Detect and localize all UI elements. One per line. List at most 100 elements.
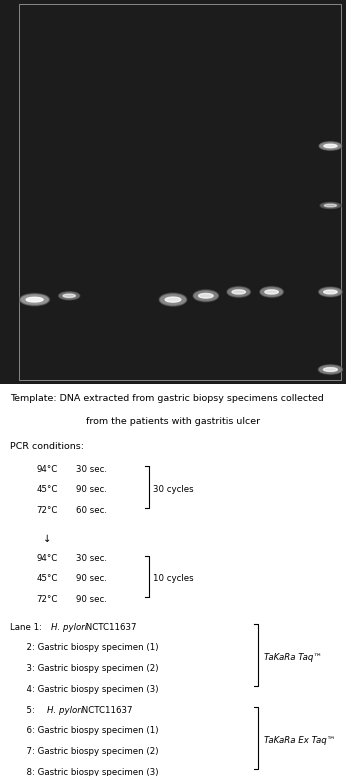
Ellipse shape (160, 293, 186, 306)
Ellipse shape (159, 293, 187, 307)
Ellipse shape (318, 365, 343, 375)
Ellipse shape (320, 202, 341, 209)
Ellipse shape (193, 290, 219, 302)
Ellipse shape (319, 365, 342, 374)
Ellipse shape (227, 287, 250, 296)
Ellipse shape (232, 289, 245, 294)
Ellipse shape (319, 142, 342, 151)
Ellipse shape (58, 291, 80, 300)
Ellipse shape (59, 292, 80, 300)
Ellipse shape (20, 294, 49, 305)
Text: 4: Gastric biospy specimen (3): 4: Gastric biospy specimen (3) (10, 685, 159, 694)
Text: 72°C: 72°C (36, 595, 58, 604)
Ellipse shape (227, 286, 251, 297)
Ellipse shape (320, 142, 341, 150)
Text: 30 cycles: 30 cycles (153, 485, 193, 494)
Ellipse shape (261, 288, 282, 296)
Ellipse shape (60, 293, 79, 299)
Ellipse shape (319, 365, 342, 373)
Text: 5:: 5: (10, 705, 38, 715)
Ellipse shape (228, 288, 249, 296)
Text: Template: DNA extracted from gastric biopsy specimens collected: Template: DNA extracted from gastric bio… (10, 394, 324, 403)
Ellipse shape (59, 293, 79, 300)
Ellipse shape (321, 203, 340, 208)
Ellipse shape (226, 286, 251, 298)
Ellipse shape (228, 288, 249, 296)
Text: 94°C: 94°C (36, 553, 57, 563)
Ellipse shape (20, 293, 49, 306)
Ellipse shape (318, 287, 343, 297)
Text: 30 sec.: 30 sec. (76, 465, 107, 473)
Ellipse shape (60, 293, 79, 299)
Text: PCR conditions:: PCR conditions: (10, 442, 84, 451)
Ellipse shape (58, 292, 80, 300)
Ellipse shape (160, 294, 186, 306)
Ellipse shape (319, 141, 342, 151)
Ellipse shape (20, 293, 49, 306)
Ellipse shape (319, 365, 342, 374)
Ellipse shape (320, 203, 340, 209)
Ellipse shape (194, 290, 218, 301)
Ellipse shape (260, 286, 284, 298)
Text: 90 sec.: 90 sec. (76, 485, 107, 494)
Text: TaKaRa Taq™: TaKaRa Taq™ (264, 653, 322, 663)
Ellipse shape (318, 287, 343, 297)
Ellipse shape (193, 290, 218, 301)
Ellipse shape (194, 291, 218, 301)
Ellipse shape (19, 293, 50, 307)
Ellipse shape (260, 286, 284, 298)
Ellipse shape (320, 142, 341, 150)
Text: 94°C: 94°C (36, 465, 57, 473)
Ellipse shape (319, 142, 342, 150)
Ellipse shape (159, 293, 187, 306)
Ellipse shape (19, 293, 50, 306)
Ellipse shape (227, 287, 250, 297)
Ellipse shape (227, 286, 251, 298)
Text: 7: Gastric biospy specimen (2): 7: Gastric biospy specimen (2) (10, 747, 159, 756)
Ellipse shape (319, 141, 342, 151)
Ellipse shape (319, 287, 342, 296)
Ellipse shape (260, 287, 283, 297)
Ellipse shape (228, 287, 250, 296)
Ellipse shape (21, 295, 48, 305)
Ellipse shape (324, 204, 337, 207)
Text: 30 sec.: 30 sec. (76, 553, 107, 563)
Ellipse shape (320, 289, 341, 296)
Ellipse shape (318, 364, 343, 375)
Ellipse shape (199, 293, 213, 298)
Ellipse shape (228, 288, 250, 296)
Ellipse shape (161, 295, 185, 304)
Ellipse shape (260, 287, 283, 296)
Ellipse shape (319, 288, 342, 296)
Ellipse shape (319, 287, 342, 296)
Ellipse shape (320, 143, 340, 149)
Ellipse shape (165, 297, 181, 302)
Ellipse shape (193, 289, 219, 303)
Ellipse shape (320, 366, 341, 373)
Ellipse shape (58, 292, 80, 300)
Ellipse shape (318, 365, 343, 374)
Ellipse shape (320, 143, 341, 149)
Ellipse shape (319, 202, 342, 209)
Ellipse shape (21, 295, 48, 304)
Text: from the patients with gastritis ulcer: from the patients with gastritis ulcer (86, 417, 260, 425)
Ellipse shape (20, 294, 49, 305)
Text: 90 sec.: 90 sec. (76, 595, 107, 604)
Text: 45°C: 45°C (36, 574, 58, 584)
Ellipse shape (193, 289, 219, 302)
Text: 90 sec.: 90 sec. (76, 574, 107, 584)
Ellipse shape (261, 288, 282, 296)
Text: 6: Gastric biospy specimen (1): 6: Gastric biospy specimen (1) (10, 726, 159, 735)
Ellipse shape (21, 295, 48, 304)
Ellipse shape (318, 365, 343, 374)
Text: 10 cycles: 10 cycles (153, 574, 193, 584)
Ellipse shape (319, 288, 342, 296)
Ellipse shape (320, 203, 340, 209)
Ellipse shape (319, 365, 342, 373)
Ellipse shape (194, 291, 218, 300)
Text: 60 sec.: 60 sec. (76, 506, 107, 515)
Ellipse shape (324, 368, 337, 372)
Ellipse shape (261, 287, 283, 296)
Text: 45°C: 45°C (36, 485, 58, 494)
Ellipse shape (324, 144, 337, 147)
